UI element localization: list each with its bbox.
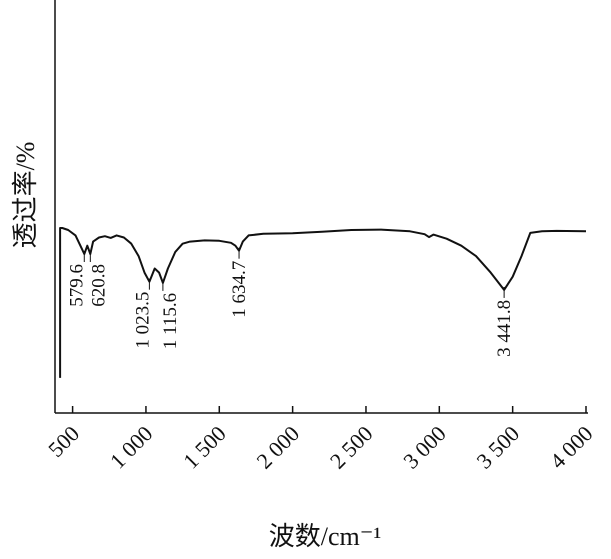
peak-label: 1 634.7 xyxy=(229,261,250,318)
series-line-spectrum xyxy=(59,227,587,378)
x-tick-label: 3 500 xyxy=(472,421,525,474)
x-axis-title: 波数/cm⁻¹ xyxy=(269,522,382,551)
peak-annotations: 579.6 620.8 1 023.5 1 115.6 1 634.7 3 441.8 xyxy=(66,247,515,357)
x-tick-label: 2 500 xyxy=(325,421,378,474)
plot-area xyxy=(59,227,587,378)
peak-label: 620.8 xyxy=(88,264,109,307)
x-tick-label: 500 xyxy=(43,421,84,462)
peak-label: 579.6 xyxy=(66,264,87,307)
x-tick-label: 2 000 xyxy=(251,421,304,474)
x-tick-label: 1 500 xyxy=(178,421,231,474)
x-tick-label: 4 000 xyxy=(545,421,598,474)
y-axis-title: 透过率/% xyxy=(11,142,40,249)
peak-label: 1 115.6 xyxy=(160,293,181,349)
x-ticks: 500 1 000 1 500 2 000 2 500 3 000 3 500 4 000 xyxy=(43,406,598,474)
x-tick-label: 1 000 xyxy=(105,421,158,474)
peak-label: 3 441.8 xyxy=(494,300,515,357)
peak-label: 1 023.5 xyxy=(132,292,153,349)
x-tick-label: 3 000 xyxy=(398,421,451,474)
